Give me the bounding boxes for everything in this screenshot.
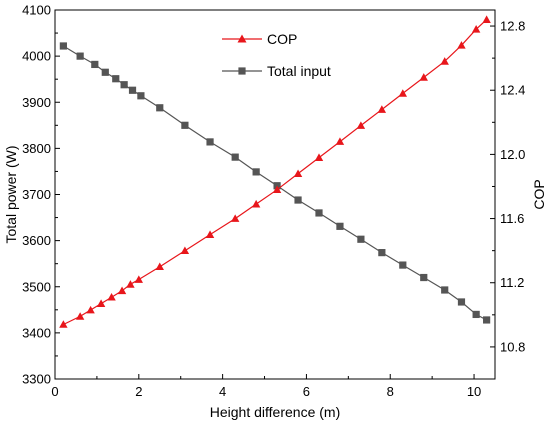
y-left-tick-label: 3700 [22,187,51,202]
cop-point [377,105,387,113]
total-input-point [420,273,428,282]
cop-point [440,57,449,65]
total-input-point [120,81,128,89]
cop-point [230,214,240,222]
total-input-point [294,196,302,204]
total-input-point [112,75,120,83]
y-right-tick-label: 10.8 [500,339,525,354]
cop-point [482,15,491,23]
legend: COP Total input [222,31,331,79]
cop-point [180,246,190,255]
x-axis-label: Height difference (m) [210,404,340,420]
x-tick-label: 0 [51,384,58,399]
total-input-point [206,138,214,146]
y-left-tick-label: 3500 [22,279,51,294]
cop-point [419,73,428,81]
y-left-tick-label: 3300 [22,372,51,387]
total-input-point [59,42,67,50]
cop-point [356,121,366,129]
y-right-tick-label: 11.2 [500,275,524,290]
legend-cop-label: COP [267,31,297,47]
cop-point [107,292,116,301]
cop-point [155,262,164,271]
legend-total-input-marker [238,67,246,75]
y-left-tick-label: 3800 [22,141,51,156]
axes: 0 2 4 6 8 10 3300 3400 3500 3600 3700 3800 3900 4000 4… [22,3,525,400]
y-right-tick-label: 12.8 [500,19,525,34]
cop-point [96,299,106,307]
total-input-point [231,153,239,161]
y-axis-right-label: COP [531,179,547,209]
cop-point [59,320,68,328]
total-input-point [91,60,99,69]
cop-point [471,25,481,33]
cop-point [457,41,466,49]
total-input-point [181,121,189,129]
legend-cop-marker [237,34,247,43]
total-input-point [483,316,491,324]
x-tick-label: 2 [135,384,142,399]
total-input-point [137,92,145,100]
cop-point [398,89,408,97]
y-right-tick-label: 11.6 [500,211,524,226]
total-input-point [76,52,84,60]
x-tick-label: 4 [219,384,226,399]
total-input-point [357,235,365,243]
cop-point [86,305,95,314]
total-input-point [457,298,466,306]
total-input-point [101,68,109,76]
cop-point [117,286,127,295]
cop-point [205,230,215,238]
cop-point [272,185,282,194]
cop-point [126,280,135,288]
y-left-tick-label: 3900 [22,95,51,110]
cop-point [335,137,345,145]
y-left-tick-label: 3600 [22,233,51,248]
total-input-point [128,86,137,94]
y-left-tick-label: 3400 [22,325,51,340]
total-input-point [315,209,323,217]
cop-point [75,312,85,320]
total-input-point [472,310,480,319]
total-input-point [441,286,449,294]
cop-point [293,169,303,178]
y-axis-left-label: Total power (W) [3,145,19,243]
x-tick-label: 10 [467,384,481,399]
total-input-point [156,104,164,112]
cop-point [251,199,261,208]
cop-point [314,153,324,161]
cop-point [134,275,144,283]
total-input-point [378,249,386,257]
total-input-point [252,168,260,176]
legend-total-input-label: Total input [267,63,331,79]
x-tick-label: 6 [303,384,310,399]
y-left-tick-label: 4100 [22,3,51,18]
total-input-point [336,222,344,230]
y-right-tick-label: 12.0 [500,147,525,162]
y-right-tick-label: 12.4 [500,83,525,98]
y-left-tick-label: 4000 [22,49,51,64]
series-group [59,15,491,328]
total-input-point [399,261,407,269]
x-tick-label: 8 [387,384,394,399]
